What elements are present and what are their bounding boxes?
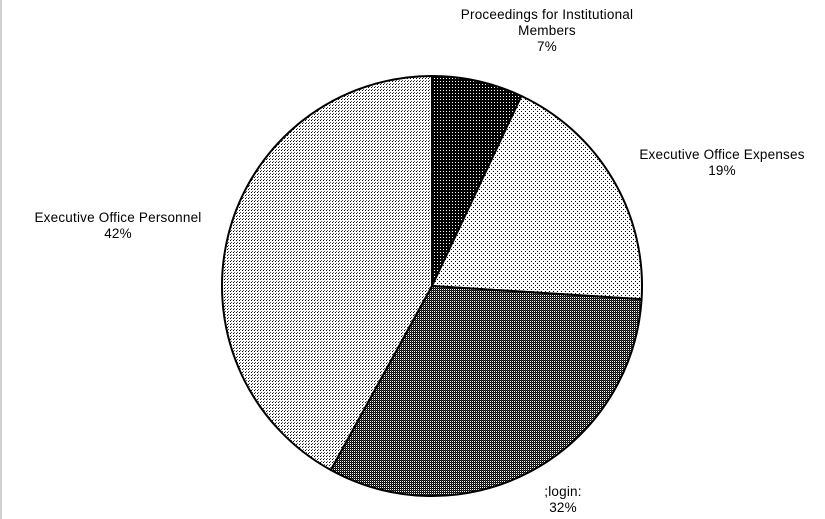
pie-slice-login: [329, 285, 643, 497]
slice-value-label: 42%: [104, 226, 132, 241]
slice-label-proceedings: Proceedings for Institutional Members 7%: [422, 7, 672, 55]
slice-label-login: ;login: 32%: [518, 484, 608, 516]
slice-name-line: ;login:: [544, 484, 582, 499]
slice-name-line: Executive Office Expenses: [639, 147, 805, 162]
slice-value-label: 32%: [549, 500, 577, 515]
slice-label-executive-office-personnel: Executive Office Personnel 42%: [8, 210, 228, 242]
slice-name-line: Executive Office Personnel: [34, 210, 202, 225]
slice-name-line: Members: [518, 23, 576, 38]
slice-name-line: Proceedings for Institutional: [460, 7, 634, 22]
slice-value-label: 19%: [708, 163, 736, 178]
pie-slice-executive-office-personnel: [221, 75, 433, 472]
slice-value-label: 7%: [537, 39, 557, 54]
slice-label-executive-office-expenses: Executive Office Expenses 19%: [614, 147, 825, 179]
pie-slice-executive-office-expenses: [431, 94, 644, 301]
